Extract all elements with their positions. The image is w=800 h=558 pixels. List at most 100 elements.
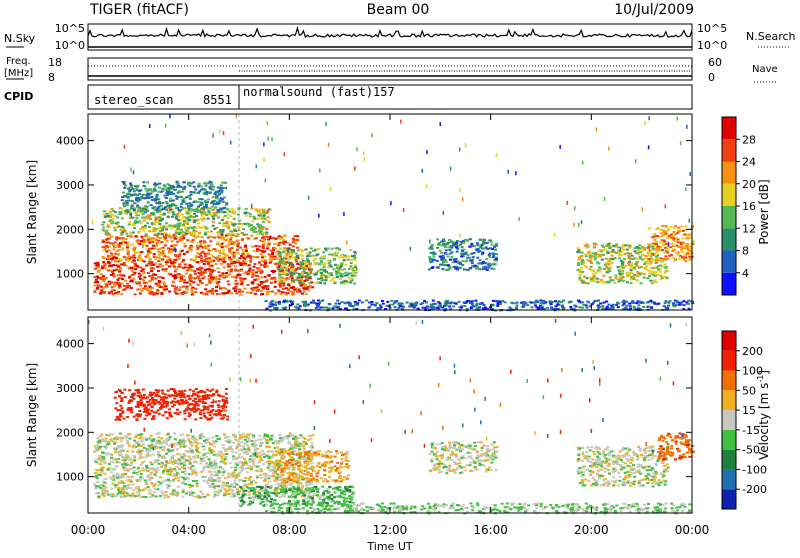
- power-cell-3: [151, 199, 154, 201]
- power-cell-6: [576, 251, 579, 253]
- velocity-cell-0: [248, 461, 251, 463]
- power-cell-1: [113, 248, 116, 250]
- power-cell-1: [140, 236, 143, 238]
- power-cell-7: [655, 251, 658, 253]
- power-cell-5: [461, 250, 464, 252]
- velocity-cell-0: [159, 476, 162, 478]
- power-cell-0: [113, 269, 116, 271]
- power-cell-6: [635, 280, 638, 282]
- power-cell-1: [127, 253, 130, 255]
- power-cell-4: [308, 266, 311, 268]
- power-speckle: [124, 145, 126, 149]
- power-cell-3: [211, 201, 214, 203]
- power-cell-7: [675, 237, 678, 239]
- power-cell-3: [142, 181, 145, 183]
- power-cell-8: [555, 305, 558, 307]
- power-cell-2: [268, 221, 271, 223]
- power-cell-6: [620, 278, 623, 280]
- power-cell-2: [128, 224, 131, 226]
- power-cell-3: [193, 191, 196, 193]
- power-cell-0: [256, 278, 259, 280]
- power-cell-3: [194, 188, 197, 190]
- power-cell-1: [261, 239, 264, 241]
- power-cell-1: [169, 237, 172, 239]
- power-cell-2: [253, 218, 256, 220]
- power-cell-5: [445, 253, 448, 255]
- velocity-cell-0: [104, 478, 107, 480]
- power-cell-8: [511, 302, 514, 304]
- power-cell-5: [465, 261, 468, 263]
- power-cell-0: [189, 284, 192, 286]
- velocity-cell-0: [183, 455, 186, 457]
- power-cell-7: [674, 225, 677, 227]
- power-cell-4: [290, 281, 293, 283]
- power-cell-0: [309, 286, 312, 288]
- velocity-cell-0: [114, 451, 117, 453]
- power-cell-0: [269, 262, 272, 264]
- power-cell-0: [251, 281, 254, 283]
- power-cell-6: [636, 258, 639, 260]
- power-cell-3: [207, 210, 210, 212]
- power-cell-2: [111, 222, 114, 224]
- power-cell-5: [476, 249, 479, 251]
- power-cell-1: [133, 250, 136, 252]
- power-cell-6: [625, 244, 628, 246]
- power-cell-8: [371, 301, 374, 303]
- power-cell-4: [316, 253, 319, 255]
- power-cell-2: [227, 228, 230, 230]
- velocity-cell-0: [215, 435, 218, 437]
- power-cell-5: [461, 246, 464, 248]
- power-cell-1: [258, 245, 261, 247]
- power-cell-3: [161, 188, 164, 190]
- power-cell-0: [260, 276, 263, 278]
- date-title: 10/Jul/2009: [614, 2, 694, 18]
- power-cell-8: [312, 300, 315, 302]
- power-cell-0: [253, 288, 256, 290]
- power-cell-0: [185, 273, 188, 275]
- power-cell-1: [180, 236, 183, 238]
- power-speckle: [686, 125, 688, 129]
- power-cell-1: [262, 251, 265, 253]
- power-cell-5: [454, 268, 457, 270]
- power-cell-5: [431, 267, 434, 269]
- power-cell-6: [642, 254, 645, 256]
- power-cell-7: [666, 258, 669, 260]
- power-cell-5: [477, 263, 480, 265]
- power-cell-0: [232, 287, 235, 289]
- power-cell-0: [102, 275, 105, 277]
- power-cell-0: [299, 285, 302, 287]
- velocity-cell-0: [200, 460, 203, 462]
- power-cell-2: [237, 214, 240, 216]
- power-cell-0: [253, 279, 256, 281]
- power-cell-3: [217, 190, 220, 192]
- power-cell-7: [683, 254, 686, 256]
- power-cell-1: [186, 239, 189, 241]
- velocity-cell-0: [310, 462, 313, 464]
- power-speckle: [450, 167, 452, 171]
- power-cell-0: [244, 288, 247, 290]
- power-cell-3: [158, 201, 161, 203]
- velocity-cell-0: [260, 439, 263, 441]
- power-cell-6: [654, 279, 657, 281]
- power-cell-0: [260, 264, 263, 266]
- power-cell-8: [336, 300, 339, 302]
- power-cell-0: [211, 269, 214, 271]
- power-cell-4: [351, 275, 354, 277]
- power-speckle: [212, 134, 214, 138]
- power-cell-4: [278, 274, 281, 276]
- power-cell-2: [233, 211, 236, 213]
- power-cell-6: [630, 282, 633, 284]
- power-cell-0: [235, 292, 238, 294]
- power-speckle: [648, 145, 650, 149]
- power-cell-6: [637, 274, 640, 276]
- power-cell-2: [218, 222, 221, 224]
- power-cell-8: [605, 308, 608, 310]
- power-cell-3: [215, 195, 218, 197]
- power-cell-2: [146, 222, 149, 224]
- power-cell-2: [116, 222, 119, 224]
- power-cell-3: [185, 203, 188, 205]
- power-cell-1: [168, 252, 171, 254]
- power-cell-8: [472, 306, 475, 308]
- power-cell-1: [242, 249, 245, 251]
- power-cell-0: [220, 263, 223, 265]
